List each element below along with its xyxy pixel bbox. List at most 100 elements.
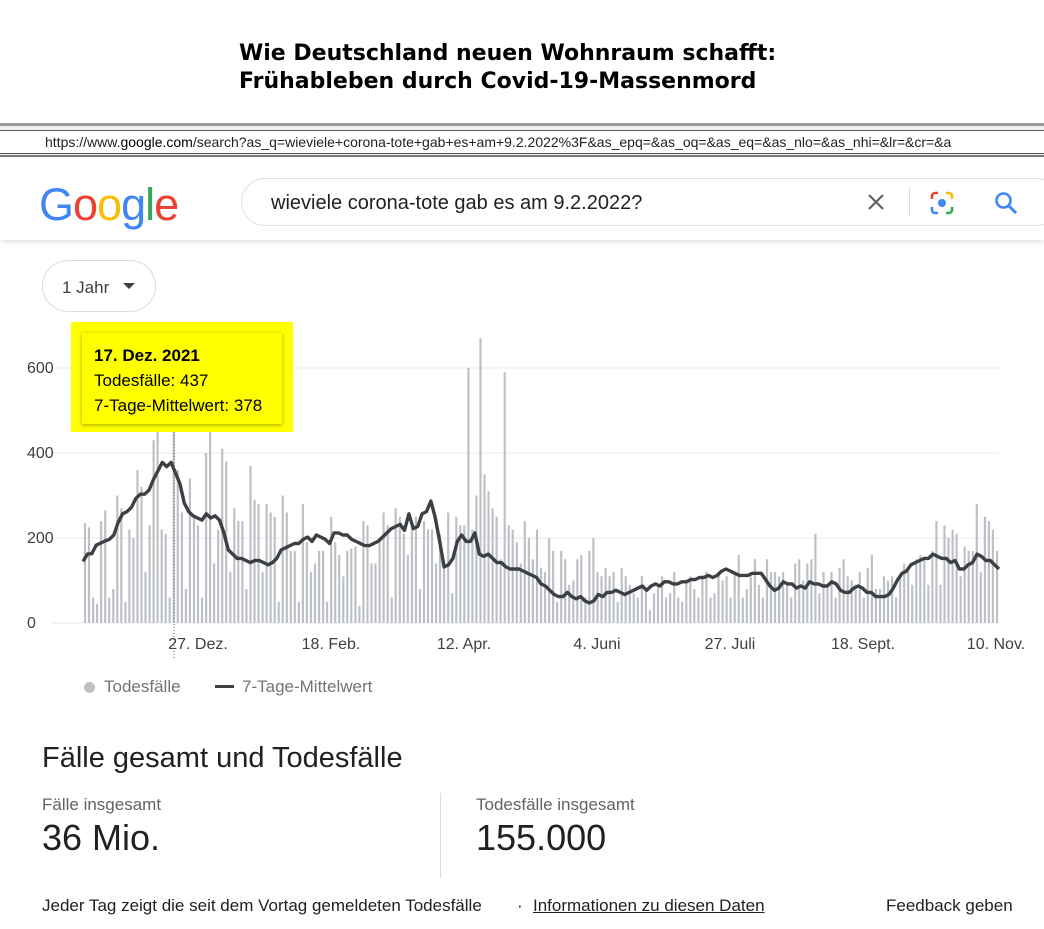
bar [435, 563, 438, 623]
legend-bar-swatch [84, 682, 95, 693]
section-title: Fälle gesamt und Todesfälle [42, 742, 403, 774]
feedback-link[interactable]: Feedback geben [886, 896, 1013, 915]
bar [350, 548, 353, 623]
search-box[interactable] [241, 178, 1044, 226]
tooltip-card [82, 333, 282, 424]
time-range-label: 1 Jahr [62, 278, 110, 297]
bar [491, 508, 494, 624]
bar [790, 597, 793, 623]
bar [354, 546, 357, 623]
bar [374, 563, 377, 623]
x-tick-label: 10. Nov. [967, 636, 1025, 653]
bar [479, 338, 482, 624]
bar [665, 597, 668, 623]
logo-letter: e [154, 179, 179, 230]
x-tick-label: 4. Juni [573, 636, 620, 653]
bar [515, 542, 518, 624]
bar [257, 504, 260, 623]
bar [745, 589, 748, 623]
bar [927, 584, 930, 624]
bar [92, 597, 95, 623]
bar [669, 593, 672, 624]
bar [245, 589, 248, 623]
bar [656, 584, 660, 624]
bar [318, 550, 321, 624]
bar [188, 478, 191, 623]
bar [398, 516, 401, 624]
bar [301, 504, 304, 623]
bar [112, 589, 115, 623]
bar [467, 368, 470, 623]
bar [592, 538, 595, 623]
time-range-dropdown[interactable]: 1 Jahr [42, 260, 156, 312]
bar [951, 529, 954, 623]
google-logo[interactable]: Google [39, 179, 179, 230]
bar [495, 516, 498, 624]
deaths-label: Todesfälle insgesamt [476, 795, 635, 814]
bar [677, 597, 680, 623]
bar [104, 510, 107, 623]
y-tick-label: 0 [27, 615, 36, 632]
x-tick-label: 12. Apr. [437, 636, 491, 653]
bar [608, 576, 611, 624]
bar [826, 584, 829, 624]
bar [673, 572, 676, 623]
bar [370, 563, 373, 623]
search-input[interactable]: wieviele corona-tote gab es am 9.2.2022? [271, 192, 643, 214]
bar [168, 597, 171, 623]
bar [636, 597, 639, 623]
bar [261, 572, 264, 623]
bar [911, 584, 914, 624]
bar [733, 572, 736, 623]
bar [620, 567, 623, 624]
bar [338, 555, 341, 623]
address-field[interactable]: https://www.google.com/search?as_q=wievi… [0, 130, 1044, 154]
bar [866, 567, 869, 624]
cases-label: Fälle insgesamt [42, 795, 162, 814]
bar [527, 538, 530, 623]
bar [100, 521, 103, 623]
info-link-text[interactable]: Informationen zu diesen Daten [533, 896, 765, 915]
bar [741, 597, 744, 623]
bar [806, 563, 809, 623]
bar [285, 512, 288, 623]
bar [967, 550, 970, 624]
camera-lens-icon[interactable] [929, 190, 955, 216]
bar [531, 559, 534, 624]
bar [749, 576, 752, 624]
legend-deaths[interactable]: Todesfälle [104, 677, 181, 696]
bar [681, 601, 684, 624]
x-tick-label: 27. Juli [705, 636, 756, 653]
bar [483, 474, 486, 624]
bar [229, 572, 232, 623]
bar [778, 576, 781, 624]
tooltip-date: 17. Dez. 2021 [94, 346, 200, 365]
legend-average[interactable]: 7-Tage-Mittelwert [242, 677, 373, 696]
bar [309, 572, 313, 623]
logo-letter: o [73, 179, 98, 230]
y-tick-label: 200 [27, 530, 54, 547]
bar [564, 559, 567, 624]
bar [891, 576, 894, 624]
bar [600, 576, 603, 624]
bar [644, 589, 647, 623]
bar [422, 521, 426, 623]
bar [705, 572, 708, 623]
bar [616, 601, 619, 624]
bar [846, 576, 849, 624]
search-icon[interactable] [993, 190, 1019, 216]
bar [612, 572, 615, 623]
bar [455, 516, 458, 624]
url-text: https://www.google.com/search?as_q=wievi… [45, 134, 952, 150]
bar [652, 593, 656, 624]
clear-icon[interactable] [864, 190, 888, 214]
bar [648, 610, 651, 624]
bar [192, 516, 196, 624]
browser-address-bar[interactable]: https://www.google.com/search?as_q=wievi… [0, 123, 1044, 157]
bar [834, 597, 837, 623]
bar [995, 550, 999, 624]
bar [717, 572, 720, 623]
bar [899, 576, 902, 624]
bar [213, 563, 216, 623]
info-link[interactable]: Informationen zu diesen Daten [533, 896, 765, 916]
